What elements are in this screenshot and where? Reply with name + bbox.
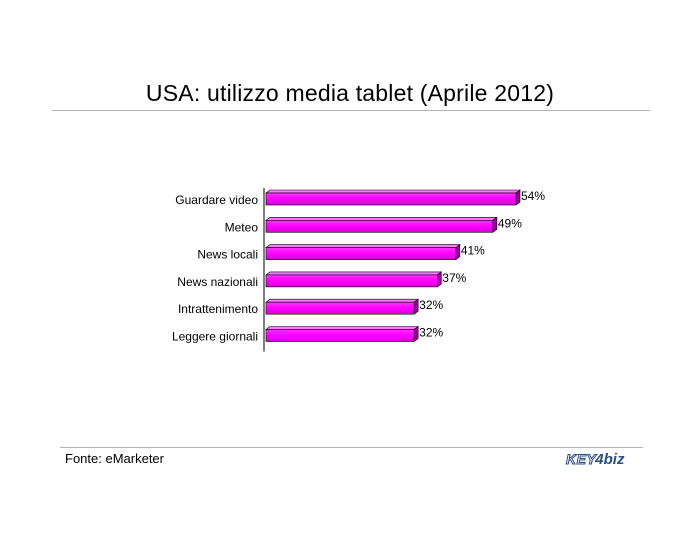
key4biz-logo[interactable]: KEY4biz [565,451,625,469]
bar [265,301,415,315]
category-label: Intrattenimento [178,302,258,316]
value-label: 54% [521,189,545,203]
bar-side-face [515,189,521,206]
bar-top-face [265,298,420,303]
category-label: News locali [197,248,258,262]
footer-divider [60,447,643,448]
category-label: Meteo [225,220,259,234]
bar-side-face [413,325,419,343]
bar-side-face [436,271,442,288]
bar-top-face [265,189,521,194]
source-note: Fonte: eMarketer [65,451,164,466]
bar [265,192,517,206]
bar-top-face [265,217,498,221]
value-label: 32% [419,298,443,312]
category-label: Guardare video [175,193,258,207]
bar-side-face [492,216,498,233]
bar [265,274,438,288]
bar [265,220,494,233]
bar-top-face [265,271,443,276]
value-label: 37% [442,271,466,285]
value-label: 49% [498,216,522,230]
title-divider [52,110,650,111]
bar-top-face [265,244,461,248]
bar-side-face [413,298,419,315]
category-label: Leggere giornali [172,330,258,344]
category-label: News nazionali [177,275,258,289]
bar [265,247,457,260]
bar-side-face [455,244,461,261]
value-label: 41% [461,244,485,258]
bar-top-face [265,326,420,330]
bar [265,329,415,342]
value-label: 32% [419,326,443,340]
chart-title: USA: utilizzo media tablet (Aprile 2012) [145,80,555,106]
